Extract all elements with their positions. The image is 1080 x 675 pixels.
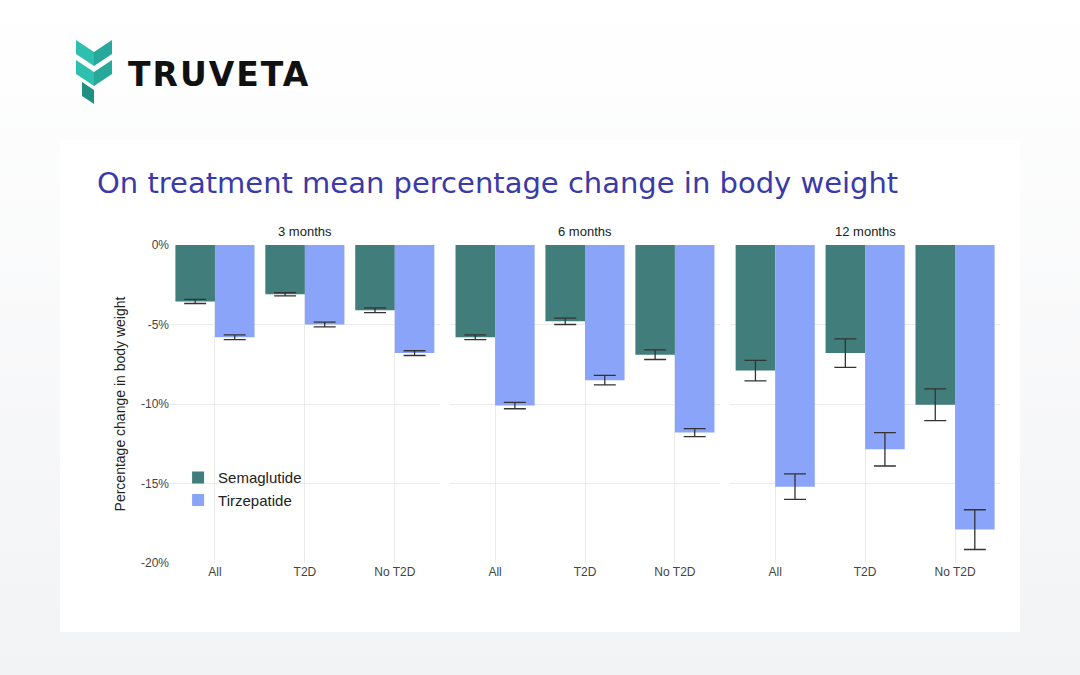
svg-text:All: All (488, 565, 501, 579)
svg-text:-15%: -15% (141, 477, 169, 491)
svg-text:0%: 0% (152, 238, 170, 252)
svg-text:6 months: 6 months (558, 224, 612, 239)
svg-text:3 months: 3 months (278, 224, 332, 239)
svg-text:-20%: -20% (141, 556, 169, 570)
svg-text:-10%: -10% (141, 397, 169, 411)
svg-text:No T2D: No T2D (374, 565, 415, 579)
svg-text:All: All (208, 565, 221, 579)
svg-text:Percentage change in body weig: Percentage change in body weight (112, 296, 128, 511)
svg-text:12 months: 12 months (835, 224, 896, 239)
svg-text:All: All (769, 565, 782, 579)
svg-text:T2D: T2D (574, 565, 597, 579)
html-text:TRUVETA: TRUVETA (128, 55, 311, 94)
html-text:On treatment mean percentage c: On treatment mean percentage change in b… (97, 166, 899, 200)
svg-text:T2D: T2D (854, 565, 877, 579)
svg-text:Tirzepatide: Tirzepatide (218, 492, 292, 509)
svg-text:No T2D: No T2D (934, 565, 975, 579)
svg-text:No T2D: No T2D (654, 565, 695, 579)
svg-text:T2D: T2D (294, 565, 317, 579)
svg-text:Semaglutide: Semaglutide (218, 469, 301, 486)
svg-text:-5%: -5% (148, 318, 170, 332)
